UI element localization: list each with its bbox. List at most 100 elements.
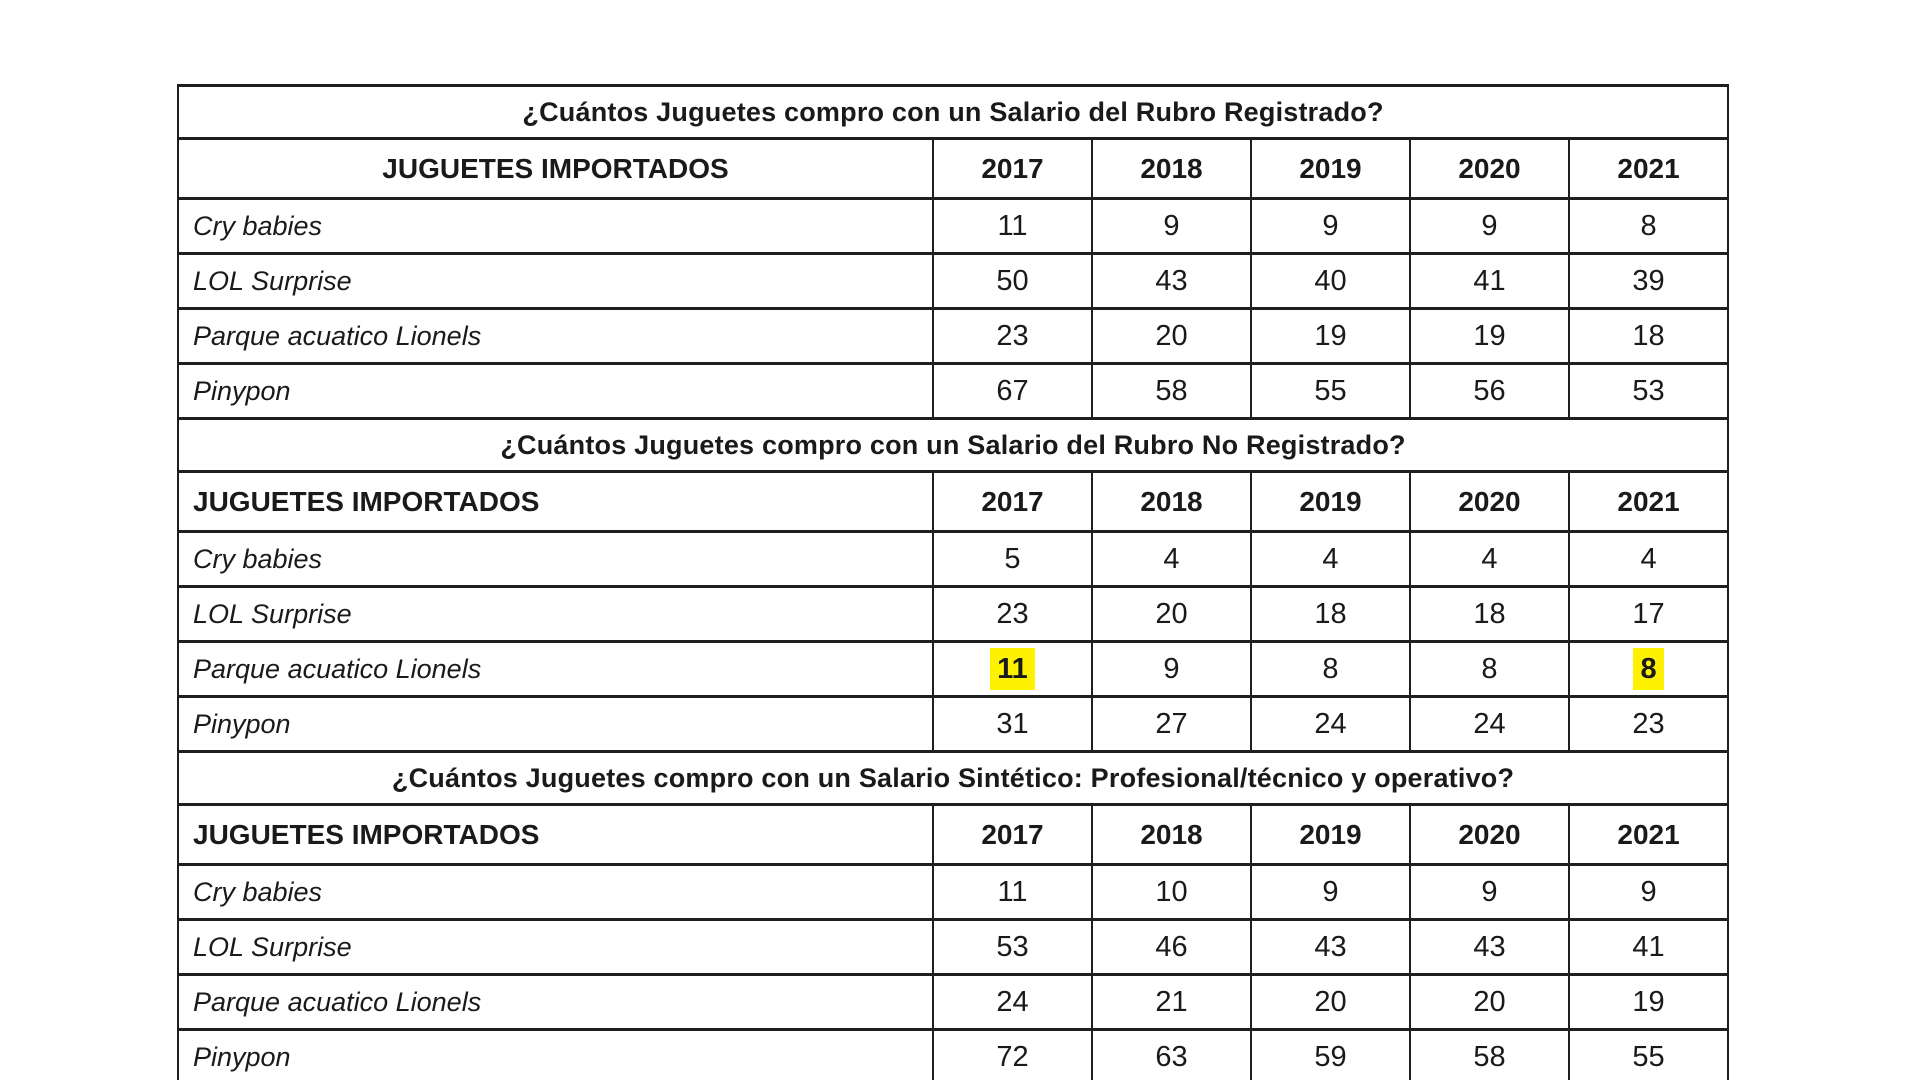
year-header: 2017 (932, 137, 1093, 200)
row-label: Pinypon (177, 1028, 934, 1080)
table-row: Cry babies 11 9 9 9 8 (177, 197, 1730, 255)
value-cell: 9 (1250, 863, 1411, 921)
year-header: 2020 (1409, 470, 1570, 533)
value-cell: 20 (1091, 585, 1252, 643)
year-header: 2017 (932, 470, 1093, 533)
value-cell: 19 (1250, 307, 1411, 365)
table-row: LOL Surprise 53 46 43 43 41 (177, 918, 1730, 976)
row-label: LOL Surprise (177, 918, 934, 976)
value-cell: 23 (1567, 695, 1730, 753)
value-cell: 18 (1409, 585, 1570, 643)
row-label: Parque acuatico Lionels (177, 640, 934, 698)
row-label: Cry babies (177, 530, 934, 588)
table-row: LOL Surprise 23 20 18 18 17 (177, 585, 1730, 643)
column-header-juguetes-importados: JUGUETES IMPORTADOS (177, 137, 934, 200)
value-cell: 9 (1091, 640, 1252, 698)
value-cell: 10 (1091, 863, 1252, 921)
value-cell: 24 (932, 973, 1093, 1031)
value-cell: 39 (1567, 252, 1730, 310)
value-cell: 21 (1091, 973, 1252, 1031)
row-label: Cry babies (177, 863, 934, 921)
value-cell: 24 (1250, 695, 1411, 753)
value-cell: 55 (1567, 1028, 1730, 1080)
value-cell: 24 (1409, 695, 1570, 753)
value-cell: 55 (1250, 362, 1411, 420)
value-cell: 43 (1250, 918, 1411, 976)
column-header-juguetes-importados: JUGUETES IMPORTADOS (177, 470, 934, 533)
value-cell: 23 (932, 307, 1093, 365)
table-row: Pinypon 72 63 59 58 55 (177, 1028, 1730, 1080)
table-row: Parque acuatico Lionels 23 20 19 19 18 (177, 307, 1730, 365)
value-cell: 18 (1567, 307, 1730, 365)
value-cell: 4 (1567, 530, 1730, 588)
value-cell: 11 (932, 863, 1093, 921)
section-title-row: ¿Cuántos Juguetes compro con un Salario … (176, 750, 1730, 806)
table-row: Pinypon 67 58 55 56 53 (177, 362, 1730, 420)
value-cell: 8 (1409, 640, 1570, 698)
value-cell: 11 (932, 640, 1093, 698)
value-cell: 8 (1250, 640, 1411, 698)
header-row: JUGUETES IMPORTADOS 2017 2018 2019 2020 … (177, 137, 1730, 200)
section-title-no-registrado: ¿Cuántos Juguetes compro con un Salario … (176, 417, 1730, 473)
value-cell: 63 (1091, 1028, 1252, 1080)
value-cell: 43 (1409, 918, 1570, 976)
column-header-juguetes-importados: JUGUETES IMPORTADOS (177, 803, 934, 866)
table-row: Parque acuatico Lionels 24 21 20 20 19 (177, 973, 1730, 1031)
value-cell: 46 (1091, 918, 1252, 976)
year-header: 2019 (1250, 470, 1411, 533)
value-cell: 17 (1567, 585, 1730, 643)
year-header: 2021 (1567, 470, 1730, 533)
value-cell: 18 (1250, 585, 1411, 643)
value-cell: 4 (1409, 530, 1570, 588)
row-label: Parque acuatico Lionels (177, 307, 934, 365)
value-cell: 67 (932, 362, 1093, 420)
value-cell: 9 (1250, 197, 1411, 255)
value-cell: 19 (1409, 307, 1570, 365)
value-cell: 31 (932, 695, 1093, 753)
table-row: Parque acuatico Lionels 11 9 8 8 8 (177, 640, 1730, 698)
value-cell: 20 (1250, 973, 1411, 1031)
value-cell: 19 (1567, 973, 1730, 1031)
section-title-row: ¿Cuántos Juguetes compro con un Salario … (176, 417, 1730, 473)
toys-table: ¿Cuántos Juguetes compro con un Salario … (176, 84, 1730, 1080)
value-cell: 41 (1409, 252, 1570, 310)
value-cell: 53 (932, 918, 1093, 976)
row-label: Cry babies (177, 197, 934, 255)
year-header: 2019 (1250, 803, 1411, 866)
value-cell: 58 (1409, 1028, 1570, 1080)
row-label: LOL Surprise (177, 585, 934, 643)
value-cell: 9 (1091, 197, 1252, 255)
table-row: Cry babies 11 10 9 9 9 (177, 863, 1730, 921)
year-header: 2017 (932, 803, 1093, 866)
year-header: 2018 (1091, 803, 1252, 866)
row-label: LOL Surprise (177, 252, 934, 310)
value-cell: 53 (1567, 362, 1730, 420)
year-header: 2021 (1567, 803, 1730, 866)
value-cell: 40 (1250, 252, 1411, 310)
value-cell: 20 (1091, 307, 1252, 365)
value-cell: 8 (1567, 197, 1730, 255)
row-label: Pinypon (177, 695, 934, 753)
year-header: 2018 (1091, 470, 1252, 533)
section-title-row: ¿Cuántos Juguetes compro con un Salario … (176, 84, 1730, 140)
value-cell: 59 (1250, 1028, 1411, 1080)
value-cell: 4 (1250, 530, 1411, 588)
header-row: JUGUETES IMPORTADOS 2017 2018 2019 2020 … (177, 803, 1730, 866)
year-header: 2020 (1409, 803, 1570, 866)
value-cell: 23 (932, 585, 1093, 643)
value-cell: 58 (1091, 362, 1252, 420)
value-cell: 11 (932, 197, 1093, 255)
table-row: Pinypon 31 27 24 24 23 (177, 695, 1730, 753)
row-label: Parque acuatico Lionels (177, 973, 934, 1031)
header-row: JUGUETES IMPORTADOS 2017 2018 2019 2020 … (177, 470, 1730, 533)
value-cell: 9 (1409, 197, 1570, 255)
value-cell: 4 (1091, 530, 1252, 588)
value-cell: 20 (1409, 973, 1570, 1031)
section-title-registrado: ¿Cuántos Juguetes compro con un Salario … (176, 84, 1730, 140)
value-cell: 8 (1567, 640, 1730, 698)
section-title-sintetico: ¿Cuántos Juguetes compro con un Salario … (176, 750, 1730, 806)
value-cell: 43 (1091, 252, 1252, 310)
value-cell: 9 (1567, 863, 1730, 921)
value-cell: 72 (932, 1028, 1093, 1080)
